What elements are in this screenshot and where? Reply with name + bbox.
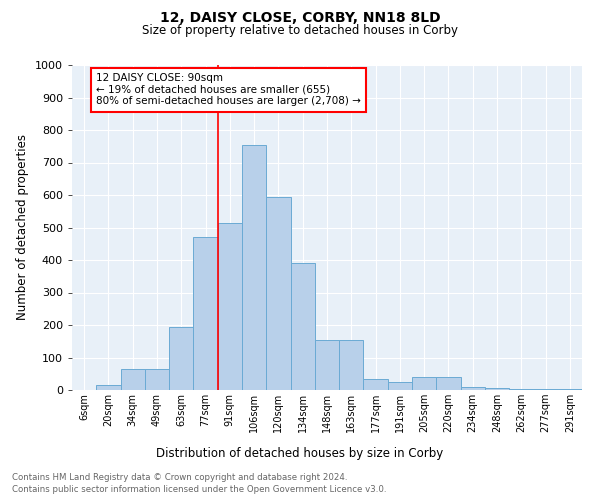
Y-axis label: Number of detached properties: Number of detached properties [16, 134, 29, 320]
Text: Size of property relative to detached houses in Corby: Size of property relative to detached ho… [142, 24, 458, 37]
Bar [242, 144, 266, 390]
Bar [121, 369, 145, 390]
Bar [485, 388, 509, 390]
Bar [290, 263, 315, 390]
Bar [96, 385, 121, 390]
Text: 12 DAISY CLOSE: 90sqm
← 19% of detached houses are smaller (655)
80% of semi-det: 12 DAISY CLOSE: 90sqm ← 19% of detached … [96, 73, 361, 106]
Bar [218, 222, 242, 390]
Bar [412, 377, 436, 390]
Bar [193, 238, 218, 390]
Text: Contains HM Land Registry data © Crown copyright and database right 2024.: Contains HM Land Registry data © Crown c… [12, 472, 347, 482]
Bar [266, 196, 290, 390]
Bar [436, 377, 461, 390]
Text: 12, DAISY CLOSE, CORBY, NN18 8LD: 12, DAISY CLOSE, CORBY, NN18 8LD [160, 11, 440, 25]
Bar [145, 369, 169, 390]
Bar [169, 326, 193, 390]
Bar [339, 340, 364, 390]
Bar [461, 387, 485, 390]
Text: Contains public sector information licensed under the Open Government Licence v3: Contains public sector information licen… [12, 485, 386, 494]
Text: Distribution of detached houses by size in Corby: Distribution of detached houses by size … [157, 448, 443, 460]
Bar [364, 378, 388, 390]
Bar [388, 382, 412, 390]
Bar [315, 340, 339, 390]
